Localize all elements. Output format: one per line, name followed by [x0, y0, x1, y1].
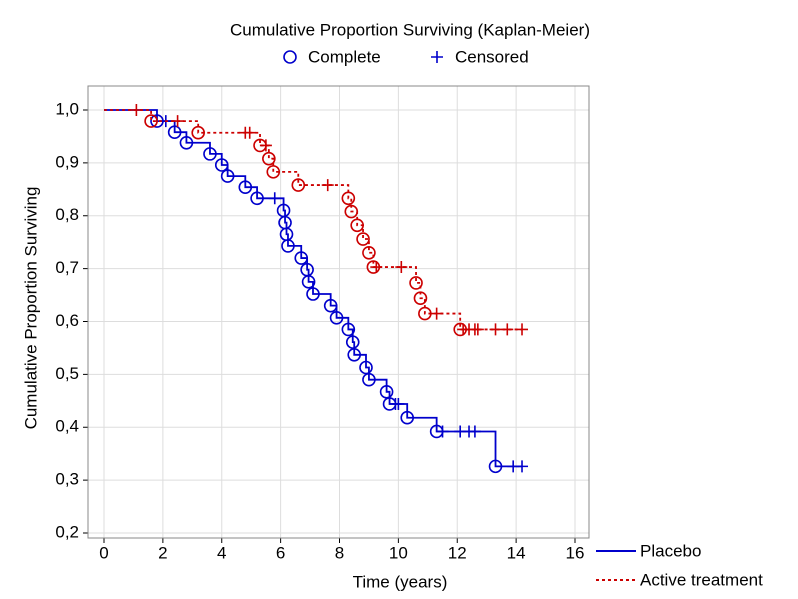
complete-marker: [379, 385, 394, 399]
x-tick-label: 12: [448, 543, 467, 562]
plot-frame: [87, 85, 590, 539]
complete-marker: [323, 298, 338, 313]
x-axis-label: Time (years): [353, 572, 448, 591]
censored-marker: [259, 139, 272, 152]
x-tick-label: 0: [99, 543, 108, 562]
censored-marker: [489, 323, 502, 336]
censored-marker: [392, 397, 405, 410]
censored-marker: [516, 323, 529, 336]
complete-marker: [214, 158, 229, 172]
y-tick-label: 0,9: [55, 152, 79, 171]
complete-marker: [362, 372, 376, 387]
censored-marker: [395, 261, 408, 274]
legend-complete-label: Complete: [308, 47, 381, 66]
censored-marker: [501, 323, 514, 336]
censored-marker: [171, 115, 184, 128]
complete-marker: [341, 322, 356, 337]
x-tick-label: 8: [335, 543, 344, 562]
complete-marker: [341, 191, 356, 206]
censored-marker: [516, 460, 529, 473]
complete-marker: [347, 348, 362, 362]
censored-marker: [268, 192, 281, 205]
x-tick-label: 16: [566, 543, 585, 562]
complete-marker: [362, 245, 376, 260]
x-tick-label: 10: [389, 543, 408, 562]
complete-marker: [359, 360, 373, 375]
censored-marker: [471, 323, 484, 336]
legend-label: Active treatment: [640, 570, 763, 589]
censored-marker: [130, 104, 143, 116]
y-tick-label: 0,4: [55, 417, 79, 436]
y-tick-label: 0,5: [55, 364, 79, 383]
complete-marker: [345, 335, 360, 349]
censored-marker: [430, 307, 443, 320]
complete-marker: [250, 191, 264, 206]
y-tick-label: 0,6: [55, 311, 79, 330]
legend-label: Placebo: [640, 541, 701, 560]
complete-marker: [262, 151, 276, 166]
complete-marker: [167, 125, 182, 140]
complete-marker: [179, 135, 194, 150]
complete-marker: [356, 232, 370, 246]
complete-marker: [191, 125, 205, 140]
complete-marker: [329, 310, 344, 325]
complete-marker: [266, 165, 281, 179]
legend-censored-label: Censored: [455, 47, 529, 66]
censored-marker: [370, 261, 383, 274]
x-tick-label: 6: [276, 543, 285, 562]
x-tick-label: 14: [507, 543, 526, 562]
censored-marker: [243, 126, 256, 139]
censored-marker: [436, 425, 449, 438]
complete-marker: [488, 459, 503, 474]
y-tick-label: 0,8: [55, 205, 79, 224]
legend-complete-symbol: [283, 50, 297, 64]
complete-marker: [301, 275, 316, 289]
survival-curve: [104, 109, 523, 468]
y-tick-label: 0,7: [55, 258, 79, 277]
y-tick-label: 0,2: [55, 522, 79, 541]
complete-marker: [144, 114, 158, 128]
complete-marker: [409, 276, 423, 290]
complete-marker: [203, 147, 217, 161]
complete-marker: [291, 178, 306, 192]
complete-marker: [238, 180, 253, 194]
x-tick-label: 4: [217, 543, 226, 562]
x-tick-label: 2: [158, 543, 167, 562]
chart-title: Cumulative Proportion Surviving (Kaplan-…: [230, 20, 590, 39]
complete-marker: [350, 218, 364, 233]
complete-marker: [413, 291, 428, 306]
complete-marker: [400, 410, 415, 425]
complete-marker: [220, 169, 235, 183]
legend-censored-symbol: [431, 51, 443, 63]
y-axis-label: Cumulative Proportion Surviving: [21, 187, 40, 430]
y-tick-label: 1,0: [55, 99, 79, 118]
censored-marker: [321, 179, 334, 192]
complete-marker: [344, 204, 359, 219]
complete-marker: [306, 287, 320, 301]
censored-marker: [468, 425, 481, 438]
complete-marker: [281, 239, 295, 253]
y-tick-label: 0,3: [55, 470, 79, 489]
complete-marker: [294, 251, 309, 265]
